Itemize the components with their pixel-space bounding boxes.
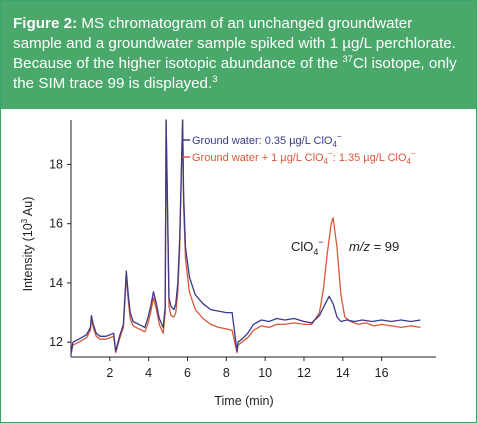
legend-sup-groundwater: − (337, 132, 342, 141)
legend-sub-spiked: 4 (324, 157, 329, 166)
annotation-species-sup: − (318, 237, 323, 247)
annotation-species-sub: 4 (313, 247, 318, 257)
y-axis-label-main: Intensity (10 (21, 223, 35, 291)
y-tick-label: 18 (49, 157, 63, 171)
x-tick-label: 14 (336, 366, 350, 380)
x-tick-label: 8 (223, 366, 230, 380)
x-tick-label: 2 (106, 366, 113, 380)
x-tick-label: 4 (145, 366, 152, 380)
caption-label: Figure 2: (13, 15, 78, 32)
legend-label-spiked: Ground water + 1 µg/L ClO (192, 152, 324, 164)
y-tick-label: 16 (49, 217, 63, 231)
y-tick-label: 14 (49, 276, 63, 290)
x-tick-label: 10 (258, 366, 272, 380)
y-axis-label-tail: Au) (21, 197, 35, 219)
annotation-mz: m/z = 99 (349, 239, 399, 254)
legend-tail-spiked: : 1.35 µg/L ClO (333, 152, 407, 164)
caption-isotope-mass: 37 (342, 54, 353, 65)
caption-text-1: MS chromatogram of an unchanged groundwa… (13, 15, 456, 72)
x-tick-label: 16 (375, 366, 389, 380)
legend-sub-groundwater: 4 (332, 140, 337, 149)
caption-text-2: Cl isotope, only the SIM trace 99 is dis… (13, 55, 457, 92)
plot-area: 12 14 16 18 2 4 6 8 10 12 14 16 (49, 119, 436, 380)
annotation-mz-label: m/z (349, 239, 370, 254)
legend: Ground water: 0.35 µg/L ClO4− Ground wat… (192, 132, 416, 166)
legend-tail-sup-spiked: − (411, 149, 416, 158)
figure-caption: Figure 2: MS chromatogram of an unchange… (1, 1, 476, 109)
legend-entry-spiked: Ground water + 1 µg/L ClO4−: 1.35 µg/L C… (192, 149, 416, 166)
legend-tail-sub-spiked: 4 (407, 157, 412, 166)
annotation-species-label: ClO (291, 239, 313, 254)
annotation-species: ClO4− (291, 237, 324, 257)
legend-entry-groundwater: Ground water: 0.35 µg/L ClO4− (192, 132, 342, 149)
y-tick-label: 12 (49, 335, 63, 349)
x-tick-label: 6 (184, 366, 191, 380)
x-axis-label: Time (min) (214, 394, 273, 408)
annotation-mz-value: = 99 (370, 239, 399, 254)
y-axis-label-sup: 3 (20, 218, 29, 223)
caption-reference: 3 (212, 74, 218, 85)
x-tick-label: 12 (297, 366, 311, 380)
legend-sup-spiked: − (328, 149, 333, 158)
y-axis-label: Intensity (103 Au) (20, 197, 35, 292)
peak-annotation: ClO4− m/z = 99 (291, 237, 399, 257)
legend-label-groundwater: Ground water: 0.35 µg/L ClO (192, 135, 333, 147)
